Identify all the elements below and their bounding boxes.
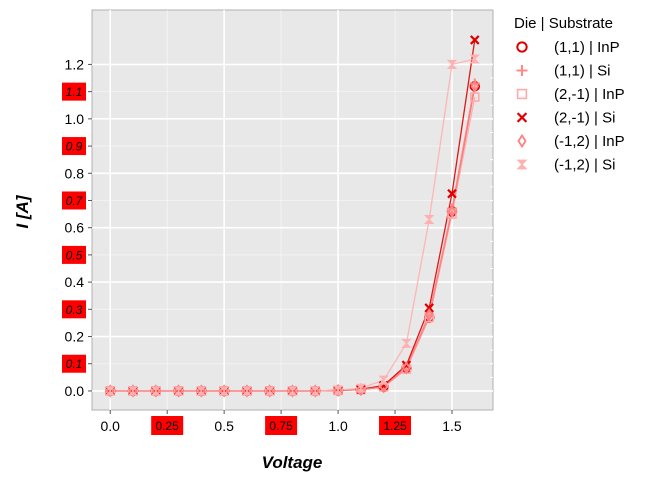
data-point-hourglass [105, 386, 116, 396]
data-point-x [447, 188, 457, 199]
x-axis-label: Voltage [262, 453, 323, 472]
legend-item-label: (1,1) | Si [554, 63, 610, 80]
data-point-x [424, 303, 434, 313]
legend-item-label: (2,-1) | Si [554, 110, 615, 127]
y-tick-label: 1.0 [65, 111, 85, 127]
data-point-square [516, 88, 528, 100]
y-tick-highlight [62, 354, 86, 373]
legend-item-label: (-1,2) | Si [554, 157, 615, 174]
legend-item: (-1,2) | InP [517, 133, 625, 150]
legend-item: (1,1) | InP [516, 39, 620, 56]
legend-title: Die | Substrate [514, 15, 613, 32]
data-point-hourglass [469, 54, 480, 64]
data-point-diamond [333, 383, 343, 398]
y-tick-label: 0.9 [66, 140, 83, 154]
data-point-hourglass [196, 386, 207, 396]
data-point-hourglass [173, 386, 184, 396]
y-tick-label: 0.1 [66, 357, 83, 371]
plot-background [91, 9, 494, 411]
x-tick-label: 0.75 [269, 419, 293, 433]
y-tick-label: 0.2 [65, 329, 85, 345]
data-point-plus [516, 65, 528, 76]
x-tick-highlight [151, 416, 184, 435]
y-tick-highlight [62, 245, 86, 264]
y-tick-label: 0.8 [65, 165, 85, 181]
legend-item: (1,1) | Si [516, 63, 610, 80]
x-tick-label: 0.5 [214, 418, 234, 434]
data-point-circle [516, 41, 528, 53]
y-tick-label: 0.0 [65, 383, 85, 399]
y-tick-label: 0.4 [65, 274, 85, 290]
x-tick-label: 1.0 [328, 418, 348, 434]
legend-item: (-1,2) | Si [516, 157, 615, 174]
x-tick-highlight [265, 416, 298, 435]
y-tick-label: 0.3 [66, 303, 83, 317]
legend-item: (2,-1) | Si [516, 110, 615, 127]
y-tick-highlight [62, 82, 86, 101]
data-point-hourglass [241, 386, 253, 396]
data-point-x [469, 35, 480, 45]
data-point-diamond [424, 308, 434, 322]
data-point-x [516, 112, 528, 123]
x-axis-ticks: 0.0 0.25 0.5 0.75 1.0 1.25 1.5 [100, 410, 462, 435]
data-point-diamond [470, 79, 480, 93]
x-tick-label: 1.5 [442, 418, 462, 434]
x-tick-label: 1.25 [383, 419, 407, 433]
data-point-diamond [517, 133, 527, 149]
y-axis-label: I [A] [13, 194, 32, 228]
y-tick-highlight [62, 300, 86, 319]
y-tick-label: 0.7 [66, 194, 84, 208]
data-point-diamond [356, 382, 366, 397]
grid [92, 10, 493, 410]
y-tick-highlight [62, 137, 86, 156]
data-point-square [469, 92, 480, 102]
data-point-hourglass [264, 386, 275, 396]
data-point-hourglass [218, 386, 230, 396]
data-point-hourglass [378, 375, 389, 385]
data-point-diamond [402, 361, 411, 375]
data-point-hourglass [423, 215, 435, 225]
series-markers [104, 35, 481, 398]
data-point-hourglass [401, 338, 412, 348]
data-point-hourglass [310, 386, 321, 396]
legend-item: (2,-1) | InP [516, 86, 625, 103]
y-tick-label: 0.6 [65, 220, 85, 236]
y-axis-ticks: 0.0 0.1 0.2 0.3 0.4 0.5 0.6 0.7 0.8 0.9 1.0 1.1 1.2 [62, 56, 92, 399]
series-markers-group [105, 54, 480, 396]
legend-item-label: (1,1) | InP [554, 39, 620, 56]
data-point-hourglass [355, 383, 367, 393]
legend: Die | Substrate (1,1) | InP (1,1) | Si (2,… [514, 15, 625, 174]
data-point-hourglass [516, 159, 528, 170]
x-tick-label: 0.0 [100, 418, 120, 434]
data-point-hourglass [127, 386, 139, 396]
data-point-diamond [447, 204, 457, 219]
data-point-hourglass [287, 386, 298, 396]
y-tick-highlight [62, 191, 86, 210]
data-point-square [447, 209, 457, 219]
y-tick-label: 1.2 [65, 56, 85, 72]
data-point-hourglass [446, 59, 458, 69]
data-point-square [424, 312, 435, 323]
data-point-diamond [379, 380, 388, 394]
legend-item-label: (2,-1) | InP [554, 86, 625, 103]
data-point-hourglass [150, 386, 162, 396]
data-point-hourglass [332, 385, 344, 395]
x-tick-label: 0.25 [156, 419, 180, 433]
legend-item-label: (-1,2) | InP [554, 133, 625, 150]
y-tick-label: 1.1 [66, 85, 83, 99]
x-tick-highlight [379, 416, 412, 435]
y-tick-label: 0.5 [66, 248, 83, 262]
